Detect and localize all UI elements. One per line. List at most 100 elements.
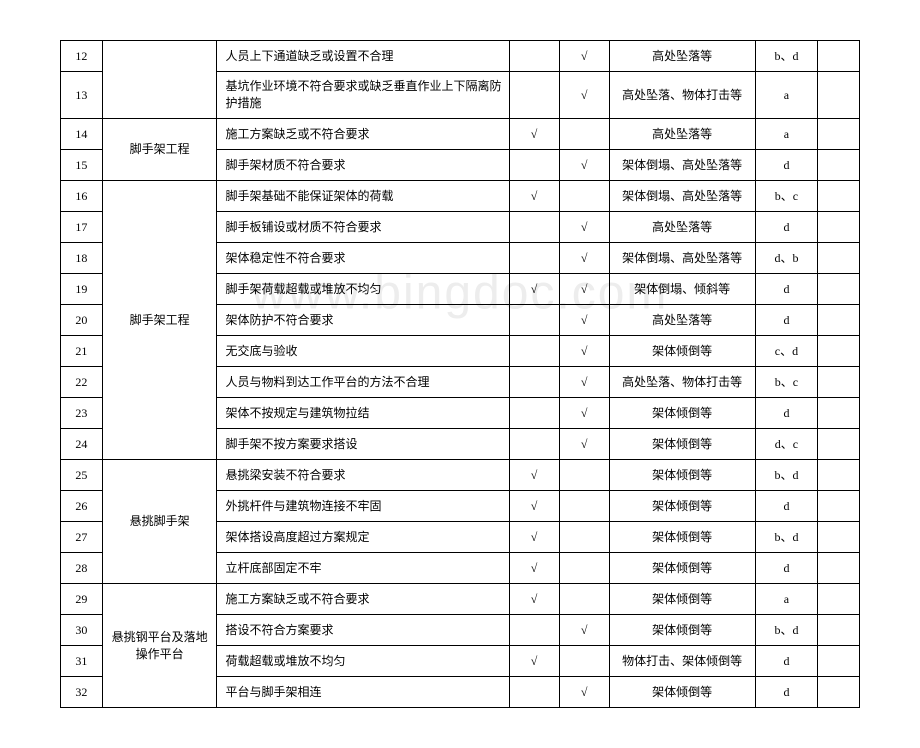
cell-check2: √ (559, 336, 609, 367)
cell-last (818, 553, 860, 584)
cell-last (818, 181, 860, 212)
cell-risk: 高处坠落、物体打击等 (609, 367, 755, 398)
cell-code: b、c (755, 367, 818, 398)
cell-desc: 脚手架不按方案要求搭设 (217, 429, 509, 460)
cell-check1 (509, 72, 559, 119)
cell-last (818, 429, 860, 460)
cell-code: d、c (755, 429, 818, 460)
cell-last (818, 367, 860, 398)
cell-check2: √ (559, 41, 609, 72)
cell-num: 24 (61, 429, 103, 460)
cell-risk: 架体倾倒等 (609, 429, 755, 460)
cell-desc: 架体防护不符合要求 (217, 305, 509, 336)
cell-risk: 架体倾倒等 (609, 336, 755, 367)
cell-check2 (559, 553, 609, 584)
cell-check2: √ (559, 150, 609, 181)
cell-last (818, 646, 860, 677)
cell-num: 23 (61, 398, 103, 429)
cell-desc: 脚手架材质不符合要求 (217, 150, 509, 181)
cell-check1 (509, 243, 559, 274)
cell-num: 20 (61, 305, 103, 336)
cell-check1: √ (509, 460, 559, 491)
cell-check1: √ (509, 274, 559, 305)
table-container: 12 人员上下通道缺乏或设置不合理 √ 高处坠落等 b、d 13 基坑作业环境不… (60, 40, 860, 708)
cell-category: 脚手架工程 (102, 119, 217, 181)
cell-check2 (559, 181, 609, 212)
cell-check2: √ (559, 429, 609, 460)
cell-last (818, 491, 860, 522)
cell-last (818, 677, 860, 708)
cell-risk: 架体倒塌、高处坠落等 (609, 150, 755, 181)
cell-last (818, 243, 860, 274)
cell-desc: 脚手架基础不能保证架体的荷载 (217, 181, 509, 212)
cell-last (818, 615, 860, 646)
cell-num: 27 (61, 522, 103, 553)
cell-category (102, 41, 217, 119)
cell-desc: 立杆底部固定不牢 (217, 553, 509, 584)
cell-desc: 基坑作业环境不符合要求或缺乏垂直作业上下隔离防护措施 (217, 72, 509, 119)
cell-code: d (755, 491, 818, 522)
cell-desc: 脚手板铺设或材质不符合要求 (217, 212, 509, 243)
cell-risk: 高处坠落等 (609, 119, 755, 150)
cell-desc: 平台与脚手架相连 (217, 677, 509, 708)
cell-last (818, 336, 860, 367)
cell-risk: 架体倾倒等 (609, 522, 755, 553)
cell-code: a (755, 72, 818, 119)
table-row: 14 脚手架工程 施工方案缺乏或不符合要求 √ 高处坠落等 a (61, 119, 860, 150)
cell-check2: √ (559, 615, 609, 646)
cell-desc: 架体不按规定与建筑物拉结 (217, 398, 509, 429)
cell-desc: 施工方案缺乏或不符合要求 (217, 584, 509, 615)
cell-last (818, 522, 860, 553)
cell-check2: √ (559, 72, 609, 119)
cell-last (818, 274, 860, 305)
cell-check2 (559, 460, 609, 491)
cell-num: 26 (61, 491, 103, 522)
cell-check1 (509, 41, 559, 72)
cell-last (818, 584, 860, 615)
cell-desc: 外挑杆件与建筑物连接不牢固 (217, 491, 509, 522)
cell-num: 22 (61, 367, 103, 398)
cell-num: 31 (61, 646, 103, 677)
cell-last (818, 150, 860, 181)
cell-check1: √ (509, 646, 559, 677)
cell-code: d (755, 398, 818, 429)
cell-code: d (755, 646, 818, 677)
cell-check2: √ (559, 212, 609, 243)
cell-risk: 高处坠落、物体打击等 (609, 72, 755, 119)
cell-risk: 高处坠落等 (609, 212, 755, 243)
cell-code: b、d (755, 460, 818, 491)
cell-num: 21 (61, 336, 103, 367)
cell-desc: 施工方案缺乏或不符合要求 (217, 119, 509, 150)
cell-check1 (509, 367, 559, 398)
cell-check1: √ (509, 584, 559, 615)
cell-code: d (755, 305, 818, 336)
cell-code: d、b (755, 243, 818, 274)
cell-code: d (755, 677, 818, 708)
cell-last (818, 305, 860, 336)
cell-code: b、d (755, 615, 818, 646)
cell-code: b、d (755, 41, 818, 72)
cell-check2 (559, 119, 609, 150)
cell-num: 17 (61, 212, 103, 243)
cell-check1: √ (509, 491, 559, 522)
cell-code: c、d (755, 336, 818, 367)
cell-check1 (509, 150, 559, 181)
cell-check2: √ (559, 243, 609, 274)
cell-num: 29 (61, 584, 103, 615)
cell-code: d (755, 150, 818, 181)
cell-check1 (509, 398, 559, 429)
cell-check2: √ (559, 274, 609, 305)
cell-desc: 架体稳定性不符合要求 (217, 243, 509, 274)
cell-num: 12 (61, 41, 103, 72)
cell-category: 悬挑脚手架 (102, 460, 217, 584)
cell-desc: 悬挑梁安装不符合要求 (217, 460, 509, 491)
cell-desc: 脚手架荷载超载或堆放不均匀 (217, 274, 509, 305)
cell-risk: 架体倒塌、倾斜等 (609, 274, 755, 305)
cell-check2 (559, 646, 609, 677)
cell-code: d (755, 212, 818, 243)
cell-desc: 搭设不符合方案要求 (217, 615, 509, 646)
cell-risk: 架体倾倒等 (609, 491, 755, 522)
cell-risk: 架体倾倒等 (609, 398, 755, 429)
cell-check2 (559, 491, 609, 522)
cell-last (818, 460, 860, 491)
